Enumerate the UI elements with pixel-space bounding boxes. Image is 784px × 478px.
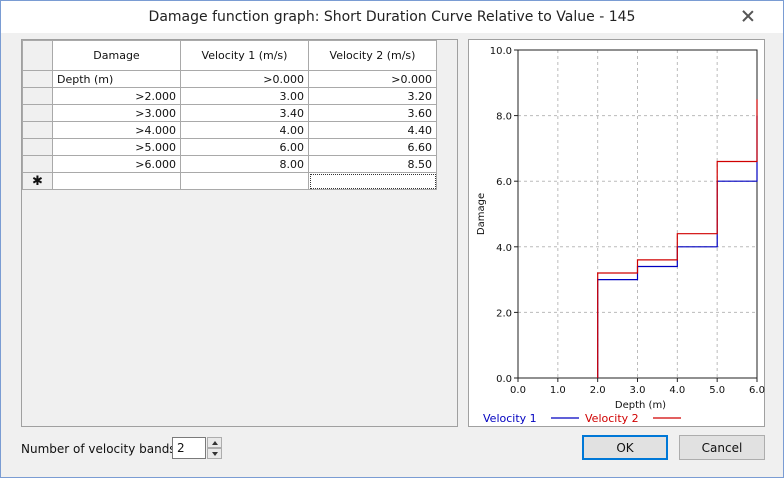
damage-cell[interactable]: >4.000 (52, 121, 181, 139)
y-axis-label: Damage (476, 193, 487, 235)
ok-button[interactable]: OK (582, 435, 668, 460)
column-header-velocity-1[interactable]: Velocity 1 (m/s) (180, 40, 309, 71)
velocity-1-cell[interactable]: >0.000 (180, 70, 309, 88)
x-axis-label: Depth (m) (615, 400, 666, 411)
new-row: ✱ (22, 172, 437, 190)
velocity-2-cell[interactable]: 8.50 (308, 155, 437, 173)
chevron-down-icon (211, 451, 218, 456)
spin-up-button[interactable] (207, 437, 222, 448)
row-header[interactable] (22, 121, 53, 139)
x-tick-label: 0.0 (510, 385, 526, 396)
close-icon (742, 10, 754, 22)
table-row: Depth (m) >0.000 >0.000 (22, 70, 437, 88)
damage-chart: 0.0 1.0 2.0 3.0 4.0 5.0 6.0 0.0 2.0 4.0 6.0 8.0 10.0… (468, 39, 765, 427)
x-tick-label: 3.0 (630, 385, 646, 396)
damage-cell[interactable]: >5.000 (52, 138, 181, 156)
velocity-1-cell[interactable]: 3.40 (180, 104, 309, 122)
title-bar: Damage function graph: Short Duration Cu… (1, 1, 783, 33)
velocity-1-cell[interactable]: 3.00 (180, 87, 309, 105)
x-tick-label: 1.0 (550, 385, 566, 396)
x-tick-label: 5.0 (709, 385, 725, 396)
row-header[interactable] (22, 155, 53, 173)
velocity-1-cell[interactable]: 4.00 (180, 121, 309, 139)
velocity-1-cell[interactable]: 6.00 (180, 138, 309, 156)
chart-svg: 0.0 1.0 2.0 3.0 4.0 5.0 6.0 0.0 2.0 4.0 6.0 8.0 10.0… (476, 46, 765, 425)
row-header[interactable] (22, 70, 53, 88)
new-damage-cell[interactable] (52, 172, 181, 190)
damage-cell[interactable]: >2.000 (52, 87, 181, 105)
velocity-2-cell[interactable]: 3.20 (308, 87, 437, 105)
series-line-2 (597, 99, 758, 378)
velocity-2-cell[interactable]: 3.60 (308, 104, 437, 122)
column-header-velocity-2[interactable]: Velocity 2 (m/s) (308, 40, 437, 71)
damage-cell[interactable]: >3.000 (52, 104, 181, 122)
new-velocity-1-cell[interactable] (180, 172, 309, 190)
spin-down-button[interactable] (207, 448, 222, 459)
close-button[interactable] (725, 3, 771, 29)
y-tick-label: 10.0 (490, 46, 512, 57)
damage-cell[interactable]: Depth (m) (52, 70, 181, 88)
new-row-icon[interactable]: ✱ (22, 172, 53, 190)
legend-label: Velocity 2 (585, 412, 639, 425)
table-row: >6.000 8.00 8.50 (22, 155, 437, 173)
table-row: >4.000 4.00 4.40 (22, 121, 437, 139)
y-tick-label: 2.0 (496, 308, 512, 319)
table-row: >5.000 6.00 6.60 (22, 138, 437, 156)
y-tick-label: 0.0 (496, 374, 512, 385)
table-row: >2.000 3.00 3.20 (22, 87, 437, 105)
cancel-button[interactable]: Cancel (679, 435, 765, 460)
x-tick-label: 2.0 (590, 385, 606, 396)
row-header[interactable] (22, 87, 53, 105)
damage-cell[interactable]: >6.000 (52, 155, 181, 173)
corner-cell (22, 40, 53, 71)
x-tick-label: 4.0 (669, 385, 685, 396)
velocity-bands-input[interactable]: 2 (172, 437, 206, 459)
y-tick-label: 4.0 (496, 243, 512, 254)
x-tick-label: 6.0 (749, 385, 765, 396)
window-title: Damage function graph: Short Duration Cu… (148, 9, 636, 25)
damage-table: Damage Velocity 1 (m/s) Velocity 2 (m/s)… (22, 40, 437, 190)
damage-grid: Damage Velocity 1 (m/s) Velocity 2 (m/s)… (21, 39, 458, 427)
row-header[interactable] (22, 138, 53, 156)
column-header-damage[interactable]: Damage (52, 40, 181, 71)
new-velocity-2-cell[interactable] (308, 172, 437, 190)
y-tick-label: 6.0 (496, 177, 512, 188)
legend-label: Velocity 1 (483, 412, 537, 425)
y-tick-label: 8.0 (496, 112, 512, 123)
table-header-row: Damage Velocity 1 (m/s) Velocity 2 (m/s) (22, 40, 437, 71)
chevron-up-icon (211, 440, 218, 445)
table-row: >3.000 3.40 3.60 (22, 104, 437, 122)
velocity-2-cell[interactable]: 6.60 (308, 138, 437, 156)
velocity-2-cell[interactable]: 4.40 (308, 121, 437, 139)
velocity-bands-label: Number of velocity bands: (21, 442, 180, 456)
row-header[interactable] (22, 104, 53, 122)
velocity-1-cell[interactable]: 8.00 (180, 155, 309, 173)
velocity-2-cell[interactable]: >0.000 (308, 70, 437, 88)
